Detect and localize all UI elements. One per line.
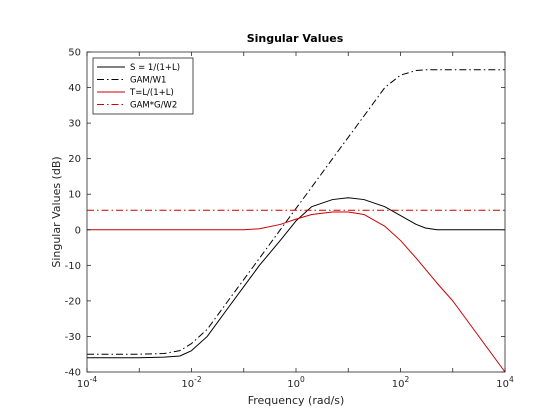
- y-tick-label: 20: [68, 154, 81, 165]
- x-tick-label: 100: [287, 375, 305, 390]
- y-tick-label: 50: [68, 48, 81, 59]
- y-tick-label: 10: [68, 190, 81, 201]
- y-tick-label: -30: [65, 332, 81, 343]
- y-tick-label: 40: [68, 83, 81, 94]
- y-tick-label: -20: [65, 296, 81, 307]
- y-tick-label: 0: [75, 225, 81, 236]
- legend-label-3: T=L/(1+L): [129, 88, 174, 98]
- legend: S = 1/(1+L) GAM/W1 T=L/(1+L) GAM*G/W2: [92, 57, 194, 115]
- x-tick-label: 102: [392, 375, 410, 390]
- legend-label-2: GAM/W1: [130, 76, 166, 86]
- y-axis-label: Singular Values (dB): [50, 156, 63, 267]
- x-axis-label: Frequency (rad/s): [248, 394, 345, 407]
- chart-title: Singular Values: [247, 32, 344, 45]
- series-line-1: [87, 197, 505, 359]
- y-axis-ticks: -40 -30 -20 -10 0 10 20 30 40 50: [65, 48, 505, 379]
- legend-label-4: GAM*G/W2: [130, 101, 177, 111]
- series-line-2: [87, 69, 505, 355]
- y-tick-label: 30: [68, 119, 81, 130]
- y-tick-label: -40: [65, 368, 81, 379]
- series-line-3: [87, 211, 506, 373]
- x-axis-ticks: 10-4 10-2 100 102 104: [77, 52, 514, 390]
- x-tick-label: 104: [496, 375, 514, 390]
- series-layer: [87, 69, 506, 373]
- x-tick-label: 10-2: [181, 375, 201, 390]
- legend-label-1: S = 1/(1+L): [130, 63, 180, 73]
- x-tick-label: 10-4: [77, 375, 97, 390]
- y-tick-label: -10: [65, 261, 81, 272]
